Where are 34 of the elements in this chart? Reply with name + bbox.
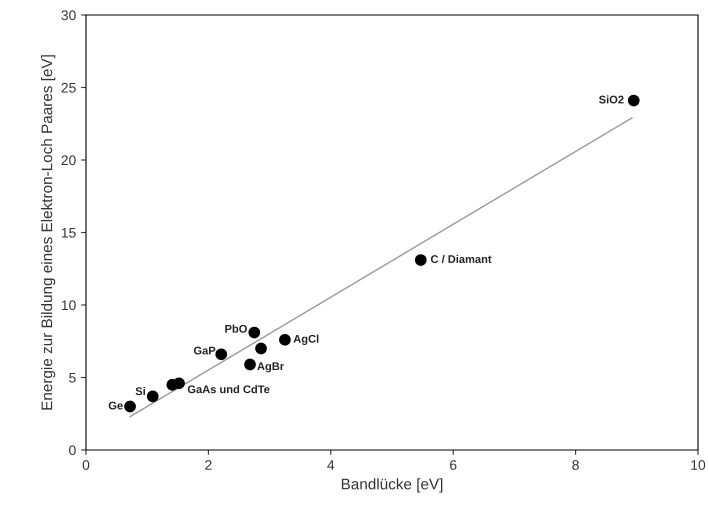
point	[414, 254, 427, 266]
y-tick-label: 15	[62, 228, 76, 238]
y-tick-label: 25	[62, 82, 76, 93]
point	[215, 348, 228, 360]
x-tick-label: 8	[572, 460, 579, 470]
y-tick-label: 10	[62, 300, 76, 310]
point	[124, 400, 136, 412]
x-tick-label: 0	[82, 460, 90, 470]
point	[248, 326, 260, 338]
point	[628, 94, 640, 106]
x-axis-title: Bandlücke [eV]	[342, 478, 442, 492]
point	[255, 342, 267, 354]
x-tick-label: 2	[205, 460, 212, 470]
y-tick-label: 20	[62, 155, 76, 166]
annotation: C / Diamant	[430, 254, 492, 264]
y-tick-label: 30	[61, 10, 76, 20]
annotation: Si	[136, 387, 145, 396]
annotation: Ge	[108, 402, 123, 410]
annotation: GaAs und CdTe	[188, 385, 270, 394]
annotation: GaP	[194, 346, 216, 355]
x-tick-label: 6	[450, 460, 456, 470]
y-tick-label: 5	[69, 372, 76, 383]
x-tick-label: 4	[327, 460, 334, 470]
point	[244, 358, 256, 370]
point	[146, 390, 159, 402]
annotation: AgCl	[294, 334, 318, 346]
annotation: PbO	[225, 324, 247, 333]
point	[173, 377, 185, 390]
annotation: SiO2	[599, 95, 624, 104]
y-axis-title: Energie zur Bildung eines Elektron-Loch Paares [eV]	[41, 55, 56, 410]
point	[279, 334, 291, 346]
annotation: AgBr	[257, 362, 284, 372]
y-tick-label: 0	[69, 445, 76, 456]
x-tick-label: 10	[691, 460, 706, 470]
